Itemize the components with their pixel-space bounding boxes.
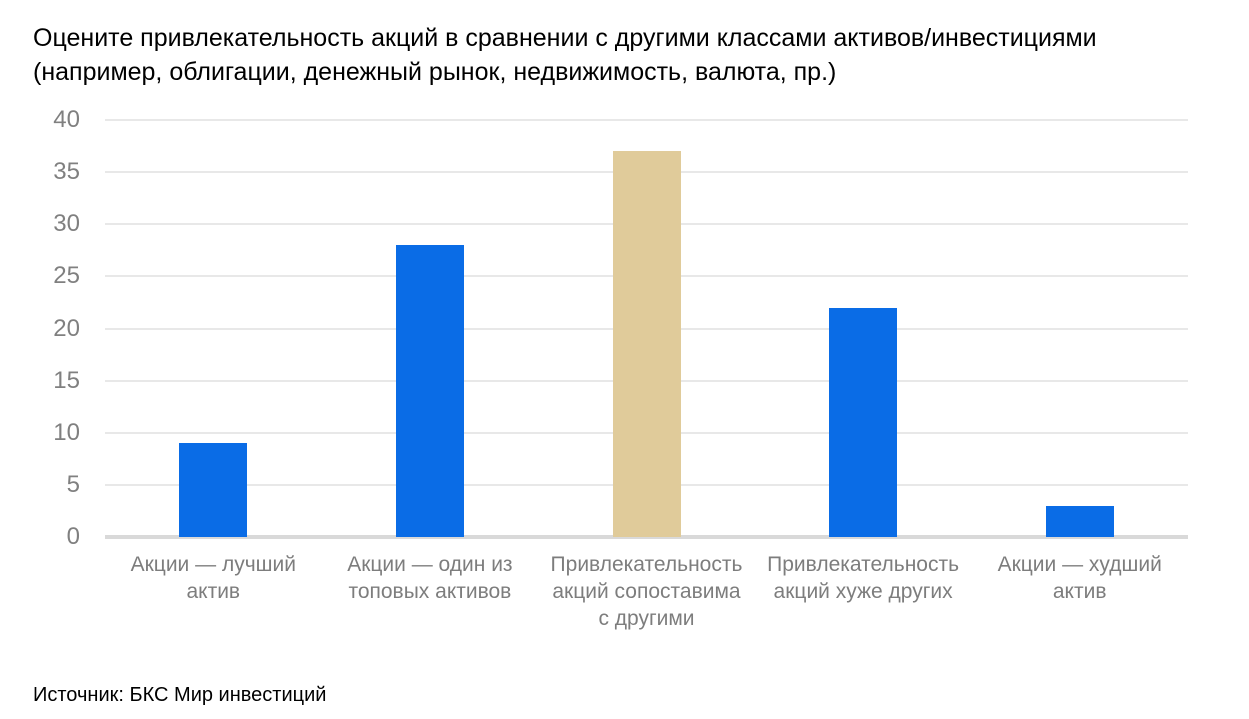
x-category-label-line: актив — [1052, 580, 1107, 603]
gridline-40 — [105, 119, 1188, 121]
x-category-label-0: Акции — лучший актив — [105, 551, 322, 605]
chart-title: Оцените привлекательность акций в сравне… — [33, 21, 1097, 89]
chart-title-line-1: Оцените привлекательность акций в сравне… — [33, 24, 1097, 52]
y-tick-label-15: 15 — [53, 366, 80, 394]
y-tick-label-20: 20 — [53, 314, 80, 342]
bar-2 — [612, 151, 681, 537]
x-category-label-line: Привлекательность — [767, 553, 960, 576]
x-category-label-1: Акции — один из топовых активов — [322, 551, 539, 605]
y-tick-label-30: 30 — [53, 210, 80, 238]
x-axis-line — [105, 535, 1188, 539]
x-category-label-3: Привлекательность акций хуже других — [755, 551, 972, 605]
bar-4 — [1045, 505, 1114, 537]
x-category-label-line: актив — [186, 580, 241, 603]
x-category-label-line: Акции — худший — [997, 553, 1162, 576]
source-note: Источник: БКС Мир инвестиций — [33, 684, 327, 706]
x-category-label-2: Привлекательность акций сопоставима с друг… — [538, 551, 755, 632]
y-tick-label-25: 25 — [53, 262, 80, 290]
x-category-label-line: с другими — [598, 607, 695, 630]
x-category-label-4: Акции — худший актив — [971, 551, 1188, 605]
bar-3 — [829, 307, 898, 537]
x-category-label-line: топовых активов — [348, 580, 512, 603]
bar-0 — [179, 443, 248, 537]
x-category-label-line: Привлекательность — [550, 553, 743, 576]
y-tick-label-10: 10 — [53, 418, 80, 446]
x-category-label-line: акций сопоставима — [552, 580, 741, 603]
x-category-label-line: Акции — лучший — [130, 553, 296, 576]
x-category-label-line: акций хуже других — [773, 580, 953, 603]
x-category-label-line: Акции — один из — [347, 553, 513, 576]
y-tick-label-35: 35 — [53, 158, 80, 186]
bar-1 — [395, 245, 464, 537]
y-tick-label-5: 5 — [66, 470, 80, 498]
y-tick-label-0: 0 — [66, 523, 80, 550]
chart-title-line-2: (например, облигации, денежный рынок, не… — [33, 58, 837, 86]
y-tick-label-40: 40 — [53, 106, 80, 133]
